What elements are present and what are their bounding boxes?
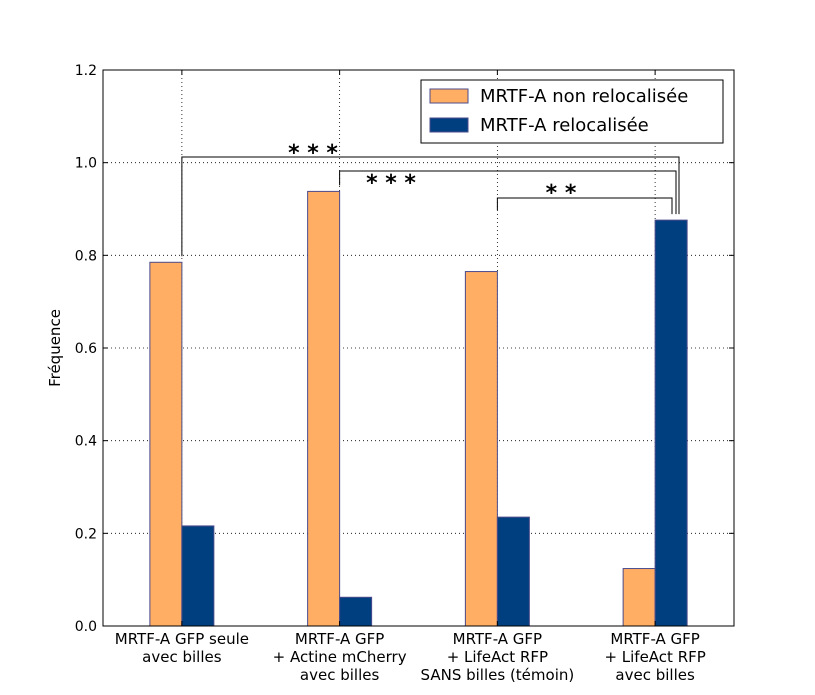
x-category-label-line: + LifeAct RFP <box>604 648 705 666</box>
bar <box>654 219 688 627</box>
x-category-label: MRTF-A GFP + LifeAct RFP SANS billes (témo… <box>421 630 575 684</box>
significance-label: * * <box>546 181 577 206</box>
x-category-label: MRTF-A GFP + Actine mCherry avec billes <box>273 630 407 684</box>
bar <box>464 271 498 627</box>
bracket-line <box>339 170 677 215</box>
y-tick-label: 0.4 <box>75 434 97 450</box>
bar <box>622 568 656 627</box>
y-tick-label: 0.2 <box>75 526 97 542</box>
legend-label: MRTF-A non relocalisée <box>480 86 688 107</box>
series-0 <box>149 190 656 627</box>
y-tick-label: 1.0 <box>75 156 97 172</box>
x-category-label-line: MRTF-A GFP <box>295 630 384 648</box>
x-category-label-line: SANS billes (témoin) <box>421 666 575 684</box>
x-category-label-line: avec billes <box>142 648 222 666</box>
significance-bracket: * * * <box>181 141 680 257</box>
significance-bracket: * * * <box>339 170 677 215</box>
x-category-label: MRTF-A GFP + LifeAct RFP avec billes <box>604 630 705 684</box>
bar <box>339 596 373 627</box>
series-1 <box>181 219 688 627</box>
bracket-line <box>496 197 673 215</box>
bar <box>496 516 530 627</box>
x-category-label-line: avec billes <box>300 666 380 684</box>
y-tick-label: 0.6 <box>75 341 97 357</box>
x-category-label-line: MRTF-A GFP <box>453 630 542 648</box>
legend-swatch <box>429 88 469 104</box>
bracket-line <box>181 156 680 257</box>
significance-bracket: * * <box>496 181 673 215</box>
legend-box <box>420 79 724 144</box>
y-tick-label: 1.2 <box>75 63 97 79</box>
bar <box>181 525 215 627</box>
significance-label: * * * <box>366 171 416 196</box>
y-tick-label: 0.8 <box>75 248 97 264</box>
legend-swatch <box>429 117 469 133</box>
y-axis-label: Fréquence <box>46 309 64 387</box>
legend-label: MRTF-A relocalisée <box>480 115 649 136</box>
x-category-label: MRTF-A GFP seule avec billes <box>115 630 249 666</box>
x-category-label-line: avec billes <box>615 666 695 684</box>
x-category-label-line: MRTF-A GFP <box>610 630 699 648</box>
x-category-label-line: MRTF-A GFP seule <box>115 630 249 648</box>
x-category-label-line: + LifeAct RFP <box>447 648 548 666</box>
y-tick-label: 0.0 <box>75 619 97 635</box>
significance-label: * * * <box>288 141 338 166</box>
legend: MRTF-A non relocalisée MRTF-A relocalisée <box>420 79 724 144</box>
bar <box>149 261 183 627</box>
bar <box>307 190 341 627</box>
x-category-label-line: + Actine mCherry <box>273 648 407 666</box>
